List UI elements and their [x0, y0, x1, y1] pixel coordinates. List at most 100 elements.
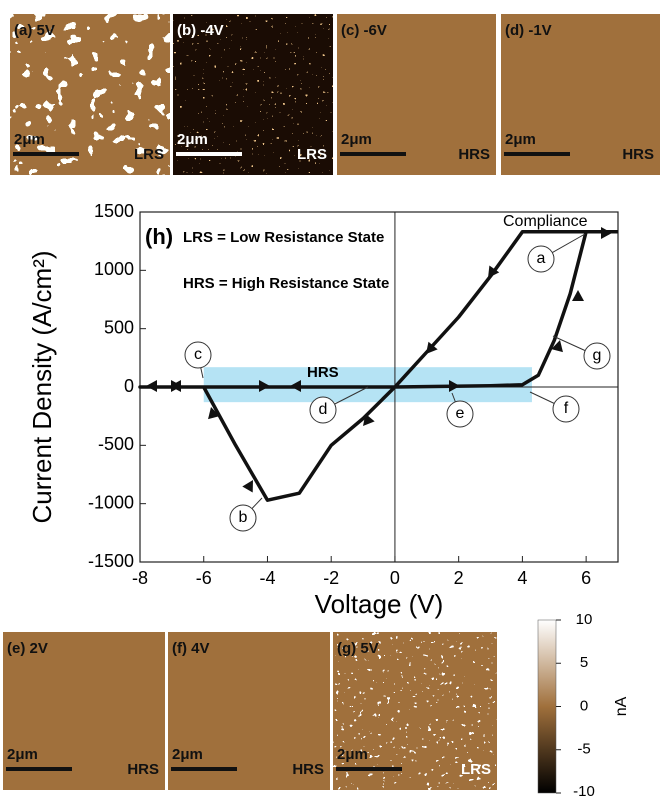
afm-panel: (g) 5V 2μm LRS: [333, 632, 497, 790]
point-label: c: [194, 346, 202, 363]
scale-bar: [340, 152, 406, 156]
annotation: LRS = Low Resistance State: [183, 229, 384, 246]
scale-bar: [504, 152, 570, 156]
label-bubble: [583, 342, 611, 370]
direction-arrow: [601, 227, 612, 239]
direction-arrow: [363, 413, 375, 426]
scale-label: 2μm: [341, 131, 372, 148]
direction-arrow: [146, 380, 157, 392]
afm-texture: [3, 632, 165, 790]
y-tick-label: 1000: [94, 259, 134, 279]
scale-bar: [13, 152, 79, 156]
afm-panel: (d) -1V 2μm HRS: [501, 14, 660, 175]
afm-panel: (b) -4V 2μm LRS: [173, 14, 333, 175]
label-bubble: [527, 245, 555, 273]
afm-panel: (c) -6V 2μm HRS: [337, 14, 496, 175]
x-tick-label: -8: [132, 568, 148, 588]
direction-arrow: [488, 265, 500, 278]
colorbar-tick-label: 0: [580, 697, 588, 714]
x-tick-label: -6: [196, 568, 212, 588]
label-bubble: [309, 396, 337, 424]
panel-label: (c) -6V: [341, 22, 387, 39]
afm-texture: [10, 14, 170, 175]
y-tick-label: -500: [98, 434, 134, 454]
direction-arrow: [242, 480, 253, 493]
x-tick-label: 4: [517, 568, 527, 588]
point-label: e: [456, 405, 465, 422]
colorbar: [537, 619, 557, 794]
state-label: HRS: [127, 761, 159, 778]
state-label: LRS: [297, 146, 327, 163]
label-bubble: [184, 341, 212, 369]
annotation: HRS: [307, 364, 339, 381]
scale-label: 2μm: [177, 131, 208, 148]
x-tick-label: 6: [581, 568, 591, 588]
point-label: g: [593, 347, 602, 364]
iv-curve: [138, 230, 618, 502]
afm-panel: (e) 2V 2μm HRS: [3, 632, 165, 790]
afm-texture: [173, 14, 333, 175]
scale-label: 2μm: [7, 746, 38, 763]
afm-texture: [168, 632, 330, 790]
colorbar-tick-label: -5: [577, 741, 590, 758]
scale-label: 2μm: [14, 131, 45, 148]
x-tick-label: 0: [390, 568, 400, 588]
state-label: HRS: [458, 146, 490, 163]
scale-bar: [176, 152, 242, 156]
afm-texture: [333, 632, 497, 790]
point-label: d: [319, 401, 328, 418]
panel-label: (d) -1V: [505, 22, 552, 39]
panel-label: (a) 5V: [14, 22, 55, 39]
y-tick-label: 500: [104, 317, 134, 337]
y-tick-label: 0: [124, 376, 134, 396]
scale-bar: [336, 767, 402, 771]
direction-arrow: [170, 380, 181, 392]
direction-arrow: [259, 380, 270, 392]
state-label: HRS: [622, 146, 654, 163]
direction-arrow: [551, 340, 563, 353]
scale-label: 2μm: [505, 131, 536, 148]
state-label: LRS: [461, 761, 491, 778]
x-axis-title: Voltage (V): [315, 589, 444, 619]
point-label: f: [564, 400, 569, 417]
colorbar-tick-label: 10: [576, 611, 593, 628]
direction-arrow: [208, 407, 220, 420]
scale-bar: [171, 767, 237, 771]
colorbar-title: nA: [613, 696, 630, 716]
x-tick-label: -4: [259, 568, 275, 588]
afm-image: [501, 14, 660, 175]
y-tick-label: -1500: [88, 551, 134, 571]
state-label: HRS: [292, 761, 324, 778]
panel-label: (f) 4V: [172, 640, 210, 657]
panel-label: (e) 2V: [7, 640, 48, 657]
direction-arrow: [426, 341, 438, 354]
panel-label: (g) 5V: [337, 640, 379, 657]
annotation: Compliance: [503, 213, 588, 230]
scale-label: 2μm: [337, 746, 368, 763]
colorbar-tick-label: 5: [580, 654, 588, 671]
annotation: (h): [145, 224, 173, 249]
point-label: b: [239, 509, 248, 526]
annotation: HRS = High Resistance State: [183, 275, 389, 292]
y-tick-label: 1500: [94, 201, 134, 221]
label-bubble: [552, 395, 580, 423]
y-tick-label: -1000: [88, 492, 134, 512]
x-tick-label: 2: [454, 568, 464, 588]
label-bubble: [229, 504, 257, 532]
direction-arrow: [449, 380, 460, 392]
direction-arrow: [572, 290, 584, 301]
panel-label: (b) -4V: [177, 22, 224, 39]
afm-panel: (f) 4V 2μm HRS: [168, 632, 330, 790]
scale-label: 2μm: [172, 746, 203, 763]
label-bubble: [446, 400, 474, 428]
point-label: a: [537, 250, 546, 267]
scale-bar: [6, 767, 72, 771]
x-tick-label: -2: [323, 568, 339, 588]
colorbar-tick-label: -10: [573, 783, 595, 800]
afm-panel: (a) 5V 2μm LRS: [10, 14, 170, 175]
state-label: LRS: [134, 146, 164, 163]
y-axis-title: Current Density (A/cm²): [27, 250, 57, 523]
direction-arrow: [290, 380, 301, 392]
afm-image: [337, 14, 496, 175]
